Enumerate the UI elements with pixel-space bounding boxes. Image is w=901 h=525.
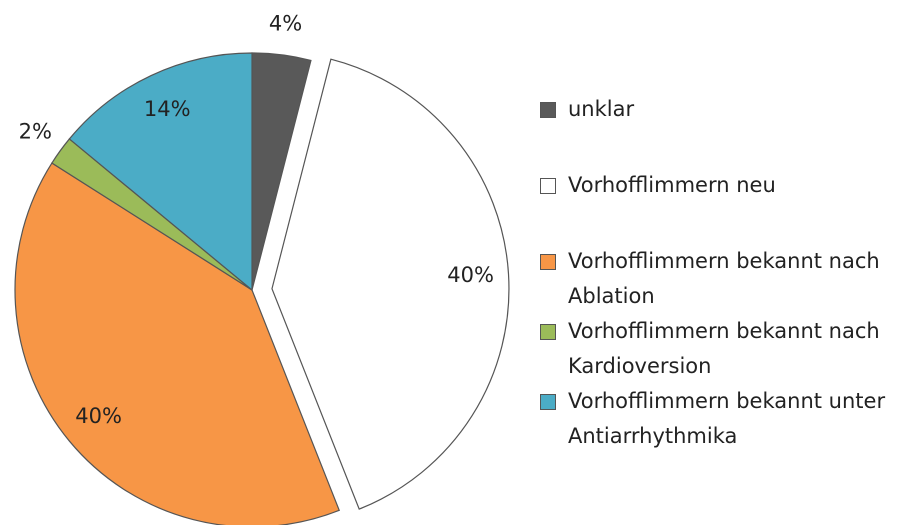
pie-slice: [14, 162, 341, 525]
data-label: 2%: [19, 120, 52, 144]
legend-item: Vorhofflimmern bekannt unter Antiarrhyth…: [538, 384, 898, 454]
data-label: 14%: [144, 97, 191, 121]
data-label: 40%: [75, 404, 122, 428]
data-label: 4%: [269, 11, 302, 35]
data-label: 40%: [447, 263, 494, 287]
legend-item: Vorhofflimmern neu: [538, 168, 898, 203]
legend-label: Vorhofflimmern bekannt unter Antiarrhyth…: [568, 389, 886, 448]
legend-swatch: [540, 102, 556, 118]
legend: unklar Vorhofflimmern neu Vorhofflimmern b…: [538, 92, 898, 454]
legend-label: unklar: [568, 97, 635, 121]
legend-item: Vorhofflimmern bekannt nach Kardioversio…: [538, 314, 898, 384]
legend-item: Vorhofflimmern bekannt nach Ablation: [538, 244, 898, 314]
legend-swatch: [540, 394, 556, 410]
legend-label: Vorhofflimmern bekannt nach Ablation: [568, 249, 880, 308]
legend-label: Vorhofflimmern neu: [568, 173, 776, 197]
legend-swatch: [540, 324, 556, 340]
legend-item: unklar: [538, 92, 898, 127]
pie-slice: [68, 52, 253, 292]
legend-swatch: [540, 178, 556, 194]
legend-swatch: [540, 254, 556, 270]
legend-label: Vorhofflimmern bekannt nach Kardioversio…: [568, 319, 880, 378]
pie-slice: [271, 58, 510, 510]
